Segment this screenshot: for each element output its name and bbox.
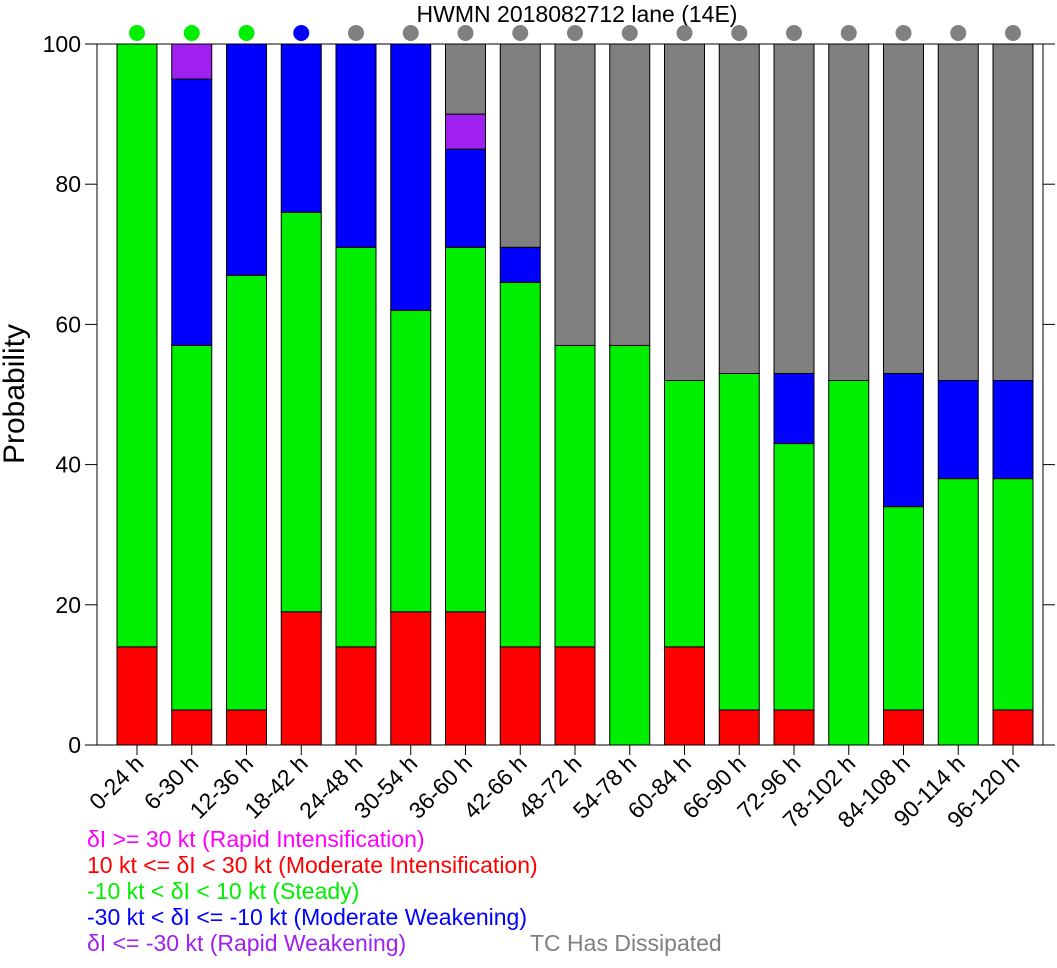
y-tick-label-80: 80 xyxy=(55,171,81,197)
y-tick-label-0: 0 xyxy=(68,732,81,758)
top-dot-72-96-h xyxy=(786,25,802,41)
bar-54-78-h-series-1 xyxy=(609,344,651,746)
bar-96-120-h-series-0 xyxy=(992,709,1034,746)
top-dot-84-108-h xyxy=(895,25,912,41)
bar-30-54-h-series-0 xyxy=(390,611,432,746)
top-dots xyxy=(129,25,1021,41)
bar-72-96-h-series-2 xyxy=(773,372,815,445)
bar-36-60-h-series-2 xyxy=(445,148,486,248)
top-dot-18-42-h xyxy=(293,25,310,41)
bar-96-120-h-series-2 xyxy=(992,379,1034,480)
bar-18-42-h-series-1 xyxy=(280,211,322,613)
bar-72-96-h-series-1 xyxy=(773,443,815,711)
bar-54-78-h-series-4 xyxy=(609,43,651,346)
bar-42-66-h-series-1 xyxy=(499,281,541,648)
bar-48-72-h-series-4 xyxy=(554,43,596,346)
bar-72-96-h-series-4 xyxy=(773,43,815,374)
bar-6-30-h-series-3 xyxy=(171,43,213,80)
bar-36-60-h-series-0 xyxy=(445,611,486,746)
bar-42-66-h-series-4 xyxy=(499,43,541,248)
x-ticks: 0-24 h6-30 h12-36 h18-42 h24-48 h30-54 h… xyxy=(84,745,1025,833)
top-dot-90-114-h xyxy=(950,25,967,41)
bar-24-48-h-series-1 xyxy=(335,246,377,648)
legend: δI >= 30 kt (Rapid Intensification) 10 kt… xyxy=(87,826,538,956)
bar-66-90-h-series-0 xyxy=(718,709,760,746)
bar-6-30-h-series-2 xyxy=(171,78,213,346)
y-tick-label-40: 40 xyxy=(55,452,81,478)
top-dot-24-48-h xyxy=(348,25,364,41)
bar-66-90-h-series-1 xyxy=(718,372,760,711)
bar-96-120-h-series-4 xyxy=(992,43,1034,381)
y-ticks: 0 20 40 60 80 100 xyxy=(43,31,1055,758)
bar-36-60-h-series-1 xyxy=(445,246,486,613)
y-axis-label: Probability xyxy=(0,324,31,464)
bar-48-72-h-series-0 xyxy=(554,646,596,746)
bar-12-36-h-series-1 xyxy=(226,274,267,711)
top-dot-30-54-h xyxy=(402,25,419,41)
top-dot-66-90-h xyxy=(731,25,748,41)
top-dot-6-30-h xyxy=(183,25,200,41)
legend-entry-3: -30 kt < δI <= -10 kt (Moderate Weakenin… xyxy=(87,904,528,930)
bar-24-48-h-series-2 xyxy=(335,43,377,248)
chart-title: HWMN 2018082712 lane (14E) xyxy=(417,1,738,27)
top-dot-0-24-h xyxy=(129,25,145,41)
bars xyxy=(116,43,1034,746)
bar-12-36-h-series-2 xyxy=(226,43,267,276)
bar-30-54-h-series-1 xyxy=(390,309,432,613)
top-dot-54-78-h xyxy=(621,25,638,41)
bar-36-60-h-series-3 xyxy=(445,113,486,150)
bar-96-120-h-series-1 xyxy=(992,478,1034,711)
x-tick-label-0-24-h: 0-24 h xyxy=(84,750,149,815)
top-dot-42-66-h xyxy=(512,25,529,41)
bar-6-30-h-series-0 xyxy=(171,709,213,746)
bar-24-48-h-series-0 xyxy=(335,646,377,746)
bar-78-102-h-series-4 xyxy=(828,43,870,381)
bar-90-114-h-series-2 xyxy=(937,379,979,480)
bar-0-24-h-series-0 xyxy=(116,646,158,746)
bar-72-96-h-series-0 xyxy=(773,709,815,746)
bar-48-72-h-series-1 xyxy=(554,344,596,648)
bar-60-84-h-series-0 xyxy=(664,646,705,746)
bar-66-90-h-series-4 xyxy=(718,43,760,374)
bar-42-66-h-series-2 xyxy=(499,246,541,283)
bar-18-42-h-series-2 xyxy=(280,43,322,213)
bar-84-108-h-series-0 xyxy=(883,709,924,746)
top-dot-96-120-h xyxy=(1005,25,1021,41)
bar-18-42-h-series-0 xyxy=(280,611,322,746)
bar-78-102-h-series-1 xyxy=(828,379,870,746)
top-dot-12-36-h xyxy=(238,25,255,41)
legend-entry-dissipated: TC Has Dissipated xyxy=(530,930,722,956)
y-tick-label-20: 20 xyxy=(55,592,81,618)
bar-12-36-h-series-0 xyxy=(226,709,267,746)
legend-entry-1: 10 kt <= δI < 30 kt (Moderate Intensific… xyxy=(87,852,538,878)
y-tick-label-60: 60 xyxy=(55,311,81,337)
bar-60-84-h-series-4 xyxy=(664,43,705,381)
y-tick-label-100: 100 xyxy=(43,31,81,57)
top-dot-36-60-h xyxy=(457,25,474,41)
legend-entry-0: δI >= 30 kt (Rapid Intensification) xyxy=(87,826,425,852)
top-dot-78-102-h xyxy=(840,25,857,41)
bar-6-30-h-series-1 xyxy=(171,344,213,711)
top-dot-60-84-h xyxy=(676,25,693,41)
bar-42-66-h-series-0 xyxy=(499,646,541,746)
bar-36-60-h-series-4 xyxy=(445,43,486,115)
bar-84-108-h-series-1 xyxy=(883,506,924,711)
bar-84-108-h-series-4 xyxy=(883,43,924,374)
bar-60-84-h-series-1 xyxy=(664,379,705,648)
legend-entry-4: δI <= -30 kt (Rapid Weakening) xyxy=(87,930,407,956)
bar-90-114-h-series-4 xyxy=(937,43,979,381)
bar-84-108-h-series-2 xyxy=(883,372,924,508)
bar-0-24-h-series-1 xyxy=(116,43,158,648)
axes xyxy=(96,43,1044,746)
bar-90-114-h-series-1 xyxy=(937,478,979,746)
top-dot-48-72-h xyxy=(567,25,583,41)
bar-30-54-h-series-2 xyxy=(390,43,432,311)
legend-entry-2: -10 kt < δI < 10 kt (Steady) xyxy=(87,878,360,904)
